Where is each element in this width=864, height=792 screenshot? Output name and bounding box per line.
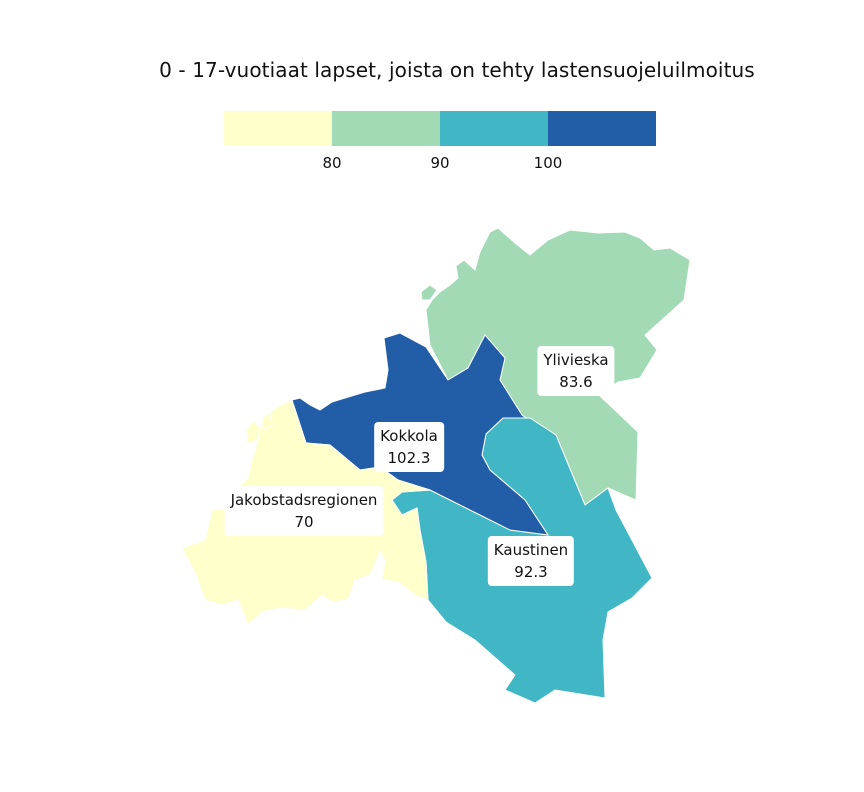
legend-swatch-3 — [440, 111, 548, 146]
region-value-kaustinen: 92.3 — [514, 563, 548, 581]
region-label-jakobstadsregionen: Jakobstadsregionen 70 — [224, 486, 384, 536]
region-name-kokkola: Kokkola — [380, 427, 438, 445]
legend-tick-100: 100 — [533, 154, 563, 172]
region-jakobstad-island-1 — [245, 419, 261, 445]
legend-swatch-1 — [224, 111, 332, 146]
region-value-jakobstadsregionen: 70 — [294, 513, 314, 531]
region-value-ylivieska: 83.6 — [559, 373, 593, 391]
region-label-kaustinen: Kaustinen 92.3 — [487, 536, 575, 586]
legend-tick-90: 90 — [430, 154, 450, 172]
legend-swatch-4 — [548, 111, 656, 146]
region-label-kokkola: Kokkola 102.3 — [374, 422, 444, 472]
region-name-jakobstadsregionen: Jakobstadsregionen — [230, 491, 378, 509]
region-name-kaustinen: Kaustinen — [493, 541, 569, 559]
region-label-ylivieska: Ylivieska 83.6 — [537, 346, 615, 396]
region-name-ylivieska: Ylivieska — [543, 351, 609, 369]
legend-swatch-2 — [332, 111, 440, 146]
region-ylivieska-island — [420, 284, 438, 301]
map-title: 0 - 17-vuotiaat lapset, joista on tehty … — [159, 58, 755, 82]
legend-tick-80: 80 — [322, 154, 342, 172]
region-value-kokkola: 102.3 — [387, 449, 431, 467]
color-legend — [224, 111, 656, 146]
region-jakobstad-island-2 — [261, 411, 273, 431]
